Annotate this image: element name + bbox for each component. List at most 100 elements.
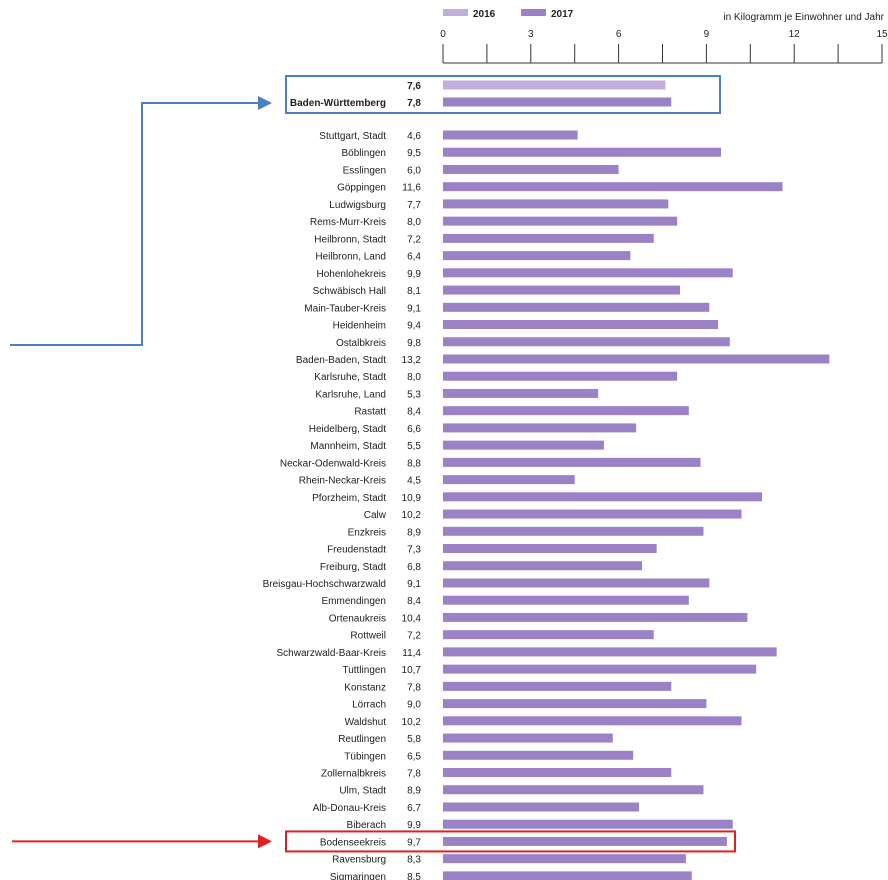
summary-highlight-box (285, 75, 721, 114)
value-label-breisgau-hochschwarzwald: 9,1 (407, 579, 421, 590)
bar-heilbronn-land (443, 251, 631, 261)
bar-alb-donau-kreis (443, 802, 640, 812)
value-label-baden-baden-stadt: 13,2 (402, 355, 422, 366)
category-label-heidelberg-stadt: Heidelberg, Stadt (309, 424, 386, 435)
category-label-rems-murr-kreis: Rems-Murr-Kreis (310, 217, 386, 228)
value-label-rottweil: 7,2 (407, 631, 421, 642)
value-label-goeppingen: 11,6 (402, 183, 421, 194)
category-label-pforzheim-stadt: Pforzheim, Stadt (312, 493, 386, 504)
value-label-main-tauber-kreis: 9,1 (407, 303, 421, 314)
value-label-rastatt: 8,4 (407, 407, 421, 418)
bar-schwaebisch-hall (443, 285, 681, 295)
bar-heidenheim (443, 320, 719, 330)
value-label-alb-donau-kreis: 6,7 (407, 803, 421, 814)
summary-category-label: Baden-Württemberg (290, 98, 386, 109)
value-label-waldshut: 10,2 (402, 717, 422, 728)
tick-label-15: 15 (876, 29, 888, 40)
value-label-heilbronn-stadt: 7,2 (407, 234, 421, 245)
value-label-esslingen: 6,0 (407, 165, 421, 176)
category-label-karlsruhe-land: Karlsruhe, Land (315, 389, 386, 400)
bar-loerrach (443, 699, 707, 709)
bar-ortenaukreis (443, 612, 748, 622)
category-label-reutlingen: Reutlingen (338, 734, 386, 745)
bar-emmendingen (443, 595, 689, 605)
category-label-zollernalbkreis: Zollernalbkreis (321, 769, 386, 780)
bar-pforzheim-stadt (443, 492, 763, 502)
category-label-ulm-stadt: Ulm, Stadt (339, 786, 386, 797)
bar-freudenstadt (443, 544, 657, 554)
bar-baden-baden-stadt (443, 354, 830, 364)
legend-swatch-2016 (443, 9, 468, 16)
value-label-freiburg-stadt: 6,8 (407, 562, 421, 573)
category-label-baden-baden-stadt: Baden-Baden, Stadt (296, 355, 386, 366)
summary-connector-line (10, 102, 260, 346)
bar-ravensburg (443, 854, 686, 864)
bar-heidelberg-stadt (443, 423, 637, 433)
value-label-ravensburg: 8,3 (407, 855, 421, 866)
value-label-karlsruhe-stadt: 8,0 (407, 372, 421, 383)
value-label-rems-murr-kreis: 8,0 (407, 217, 421, 228)
value-label-zollernalbkreis: 7,8 (407, 769, 421, 780)
category-label-karlsruhe-stadt: Karlsruhe, Stadt (314, 372, 386, 383)
category-label-freudenstadt: Freudenstadt (327, 545, 386, 556)
legend-label-2017: 2017 (551, 9, 574, 20)
bar-goeppingen (443, 182, 783, 192)
legend-label-2016: 2016 (473, 9, 496, 20)
category-label-alb-donau-kreis: Alb-Donau-Kreis (313, 803, 386, 814)
category-label-main-tauber-kreis: Main-Tauber-Kreis (304, 303, 386, 314)
value-label-schwaebisch-hall: 8,1 (407, 286, 421, 297)
category-label-goeppingen: Göppingen (337, 183, 386, 194)
bar-tuebingen (443, 750, 634, 760)
summary-value-label-2016: 7,6 (407, 81, 421, 92)
unit-label: in Kilogramm je Einwohner und Jahr (723, 12, 884, 23)
category-label-ravensburg: Ravensburg (332, 855, 386, 866)
category-label-rastatt: Rastatt (354, 407, 386, 418)
bar-tuttlingen (443, 664, 757, 674)
category-label-boeblingen: Böblingen (342, 148, 386, 159)
value-label-emmendingen: 8,4 (407, 596, 421, 607)
summary-bar-2016 (443, 80, 666, 90)
category-label-heilbronn-land: Heilbronn, Land (315, 252, 386, 263)
legend-swatch-2017 (521, 9, 546, 16)
bar-hohenlohekreis (443, 268, 733, 278)
bar-esslingen (443, 164, 619, 174)
bar-rottweil (443, 630, 654, 640)
value-label-enzkreis: 8,9 (407, 527, 421, 538)
bar-ludwigsburg (443, 199, 669, 209)
value-label-bodenseekreis: 9,7 (407, 837, 421, 848)
summary-value-label-2017: 7,8 (407, 98, 421, 109)
bar-ulm-stadt (443, 785, 704, 795)
bar-bodenseekreis (443, 836, 727, 846)
value-label-ludwigsburg: 7,7 (407, 200, 421, 211)
value-label-biberach: 9,9 (407, 820, 421, 831)
category-label-heilbronn-stadt: Heilbronn, Stadt (314, 234, 386, 245)
value-label-reutlingen: 5,8 (407, 734, 421, 745)
bar-biberach (443, 819, 733, 829)
bar-rastatt (443, 406, 689, 416)
category-label-biberach: Biberach (347, 820, 386, 831)
bar-waldshut (443, 716, 742, 726)
bar-main-tauber-kreis (443, 302, 710, 312)
value-label-freudenstadt: 7,3 (407, 545, 421, 556)
bar-reutlingen (443, 733, 613, 743)
category-label-ostalbkreis: Ostalbkreis (336, 338, 386, 349)
value-label-loerrach: 9,0 (407, 700, 421, 711)
value-label-boeblingen: 9,5 (407, 148, 421, 159)
category-label-rhein-neckar-kreis: Rhein-Neckar-Kreis (299, 476, 386, 487)
value-label-rhein-neckar-kreis: 4,5 (407, 476, 421, 487)
bar-karlsruhe-land (443, 388, 599, 398)
category-label-freiburg-stadt: Freiburg, Stadt (320, 562, 386, 573)
category-label-tuebingen: Tübingen (344, 751, 386, 762)
bar-schwarzwald-baar-kreis (443, 647, 777, 657)
category-label-tuttlingen: Tuttlingen (342, 665, 386, 676)
value-label-karlsruhe-land: 5,3 (407, 389, 421, 400)
value-label-heilbronn-land: 6,4 (407, 252, 421, 263)
category-label-breisgau-hochschwarzwald: Breisgau-Hochschwarzwald (263, 579, 386, 590)
tick-label-6: 6 (616, 29, 622, 40)
category-label-sigmaringen: Sigmaringen (330, 872, 386, 880)
value-label-calw: 10,2 (402, 510, 422, 521)
value-label-ulm-stadt: 8,9 (407, 786, 421, 797)
bodenseekreis-highlight-box (285, 830, 736, 853)
category-label-esslingen: Esslingen (343, 165, 386, 176)
